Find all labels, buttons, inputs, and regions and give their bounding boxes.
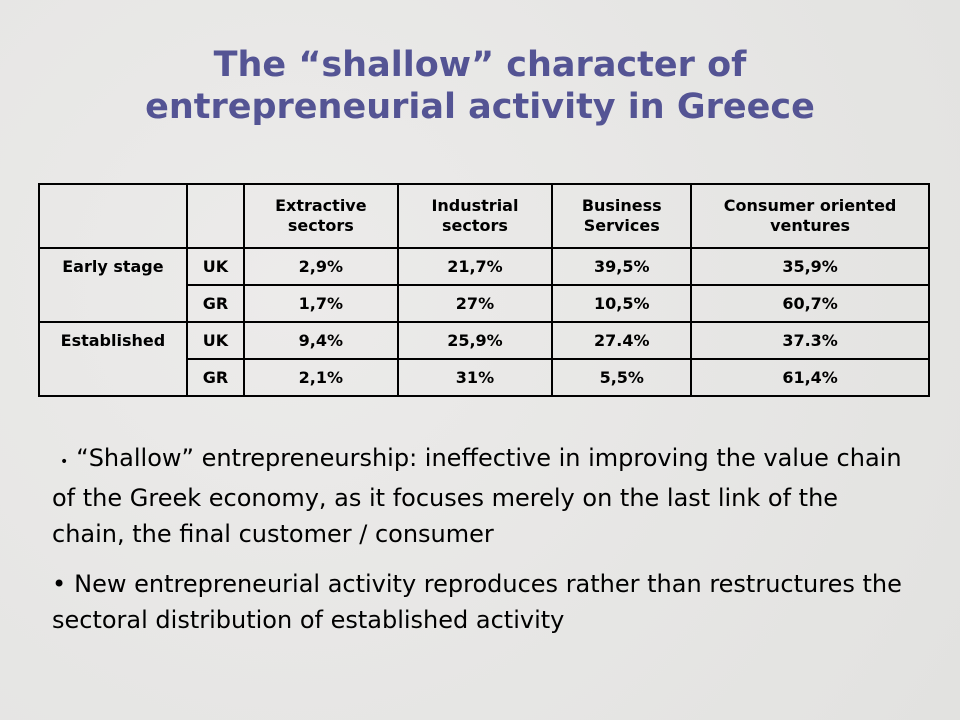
value-cell: 39,5% (551, 247, 693, 286)
value-cell: 35,9% (690, 247, 930, 286)
bullet: “Shallow” entrepreneurship: ineffective … (52, 440, 902, 552)
data-table: Extractive sectors Industrial sectors Busi… (38, 183, 930, 397)
value-cell: 1,7% (243, 284, 399, 323)
value-cell: 27.4% (551, 321, 693, 360)
column-header: Business Services (551, 183, 693, 249)
value-cell: 2,9% (243, 247, 399, 286)
group-label: Early stage (38, 247, 188, 323)
value-cell: 25,9% (396, 321, 554, 360)
value-cell: 9,4% (243, 321, 399, 360)
value-cell: 27% (396, 284, 554, 323)
column-header: Industrial sectors (396, 183, 554, 249)
country-cell: GR (185, 358, 246, 397)
bullet-list: “Shallow” entrepreneurship: ineffective … (52, 440, 902, 652)
empty-cell (38, 183, 188, 249)
title-line: The “shallow” character of (213, 45, 747, 85)
header-row: Extractive sectors Industrial sectors Busi… (38, 183, 930, 249)
country-cell: UK (185, 321, 246, 360)
column-header: Extractive sectors (243, 183, 399, 249)
slide-title: The “shallow” character of entrepreneuri… (0, 44, 960, 128)
value-cell: 10,5% (551, 284, 693, 323)
value-cell: 5,5% (551, 358, 693, 397)
value-cell: 2,1% (243, 358, 399, 397)
empty-cell (185, 183, 246, 249)
value-cell: 60,7% (690, 284, 930, 323)
table-row: GR 1,7% 27% 10,5% 60,7% (39, 284, 930, 323)
country-cell: UK (185, 247, 246, 286)
value-cell: 21,7% (396, 247, 554, 286)
title-line: entrepreneurial activity in Greece (145, 87, 815, 127)
bullet: New entrepreneurial activity reproduces … (52, 566, 902, 638)
value-cell: 31% (396, 358, 554, 397)
table-body: Early stage UK 2,9% 21,7% 39,5% 35,9% GR 1,7% 27… (38, 247, 930, 397)
value-cell: 61,4% (690, 358, 930, 397)
table-row: Early stage UK 2,9% 21,7% 39,5% 35,9% (38, 247, 930, 323)
column-header: Consumer oriented ventures (690, 183, 930, 249)
group-label: Established (38, 321, 188, 397)
table-row: Established UK 9,4% 25,9% 27.4% 37.3% (38, 321, 930, 397)
table-row: GR 2,1% 31% 5,5% 61,4% (39, 358, 930, 397)
value-cell: 37.3% (690, 321, 930, 360)
country-cell: GR (185, 284, 246, 323)
